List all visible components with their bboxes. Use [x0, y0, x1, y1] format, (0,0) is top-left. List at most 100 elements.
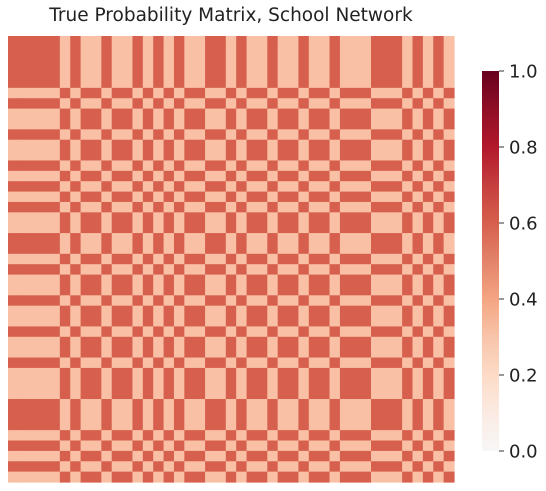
heatmap-cell: [111, 98, 134, 110]
heatmap-cell: [142, 181, 154, 193]
heatmap-cell: [205, 295, 227, 307]
heatmap-cell: [101, 264, 113, 276]
heatmap-cell: [402, 98, 414, 110]
heatmap-cell: [205, 212, 227, 234]
heatmap-cell: [8, 98, 19, 110]
heatmap-cell: [111, 212, 134, 234]
heatmap-cell: [308, 201, 331, 213]
heatmap-cell: [80, 430, 102, 442]
heatmap-cell: [59, 440, 71, 452]
heatmap-cell: [339, 274, 372, 296]
heatmap-cell: [153, 295, 165, 307]
heatmap-cell: [184, 357, 206, 369]
heatmap-cell: [184, 98, 206, 110]
heatmap-cell: [267, 450, 279, 462]
heatmap-cell: [18, 233, 61, 255]
heatmap-cell: [267, 326, 279, 338]
heatmap-cell: [371, 98, 403, 110]
heatmap-cell: [267, 264, 279, 276]
heatmap-cell: [277, 450, 300, 462]
heatmap-cell: [163, 233, 175, 255]
heatmap-cell: [443, 450, 455, 462]
heatmap-cell: [59, 181, 71, 193]
heatmap-cell: [433, 139, 445, 162]
heatmap-cell: [329, 139, 341, 162]
heatmap-cell: [225, 326, 237, 338]
heatmap-cell: [339, 201, 372, 213]
heatmap-cell: [308, 212, 331, 234]
heatmap-cell: [132, 129, 144, 141]
heatmap-cell: [205, 160, 227, 172]
heatmap-cell: [267, 336, 279, 359]
heatmap-cell: [132, 357, 144, 369]
heatmap-cell: [173, 108, 185, 130]
heatmap-cell: [329, 430, 341, 442]
heatmap-cell: [205, 305, 227, 328]
heatmap-cell: [59, 160, 71, 172]
heatmap-cell: [111, 191, 134, 203]
heatmap-cell: [402, 367, 414, 400]
heatmap-cell: [8, 233, 19, 255]
heatmap-cell: [173, 129, 185, 141]
heatmap-cell: [225, 450, 237, 462]
heatmap-cell: [433, 170, 445, 182]
heatmap-cell: [443, 440, 455, 452]
heatmap-cell: [433, 399, 445, 431]
heatmap-cell: [422, 36, 434, 47]
heatmap-cell: [153, 36, 165, 47]
heatmap-cell: [173, 450, 185, 462]
heatmap-cell: [142, 336, 154, 359]
heatmap-cell: [101, 357, 113, 369]
heatmap-cell: [339, 98, 372, 110]
heatmap-cell: [422, 399, 434, 431]
heatmap-cell: [184, 36, 206, 47]
heatmap-cell: [298, 440, 310, 452]
heatmap-cell: [153, 129, 165, 141]
heatmap-cell: [163, 181, 175, 193]
heatmap-cell: [142, 440, 154, 452]
heatmap-cell: [8, 274, 19, 296]
heatmap-cell: [308, 274, 331, 296]
colorbar-tick-label: 0.0: [509, 442, 538, 463]
heatmap-cell: [277, 440, 300, 452]
heatmap-cell: [111, 233, 134, 255]
heatmap-cell: [205, 357, 227, 369]
heatmap-cell: [142, 170, 154, 182]
heatmap-cell: [8, 160, 19, 172]
heatmap-cell: [443, 212, 455, 234]
heatmap-cell: [433, 46, 445, 89]
heatmap-cell: [329, 129, 341, 141]
heatmap-cell: [308, 108, 331, 130]
heatmap-cell: [101, 253, 113, 265]
heatmap-cell: [329, 399, 341, 431]
heatmap-cell: [80, 212, 102, 234]
heatmap-cell: [339, 87, 372, 99]
heatmap-cell: [277, 129, 300, 141]
heatmap-cell: [412, 450, 424, 462]
heatmap-cell: [8, 295, 19, 307]
chart-title: True Probability Matrix, School Network: [49, 5, 413, 26]
heatmap-cell: [298, 336, 310, 359]
heatmap-cell: [132, 46, 144, 89]
heatmap-cell: [153, 305, 165, 328]
heatmap-cell: [173, 98, 185, 110]
heatmap-cell: [412, 98, 424, 110]
heatmap-cell: [205, 430, 227, 442]
heatmap-cell: [18, 160, 61, 172]
heatmap-cell: [443, 201, 455, 213]
heatmap-cell: [80, 108, 102, 130]
heatmap-cell: [277, 170, 300, 182]
heatmap-cell: [236, 212, 248, 234]
heatmap-cell: [184, 181, 206, 193]
heatmap-cell: [205, 201, 227, 213]
heatmap-cell: [184, 295, 206, 307]
heatmap-cell: [184, 264, 206, 276]
heatmap-cell: [277, 139, 300, 162]
heatmap-cell: [298, 367, 310, 400]
heatmap-cell: [339, 212, 372, 234]
heatmap-cell: [267, 274, 279, 296]
heatmap-cell: [205, 336, 227, 359]
heatmap-cell: [173, 357, 185, 369]
heatmap-cell: [142, 367, 154, 400]
heatmap-cell: [142, 253, 154, 265]
